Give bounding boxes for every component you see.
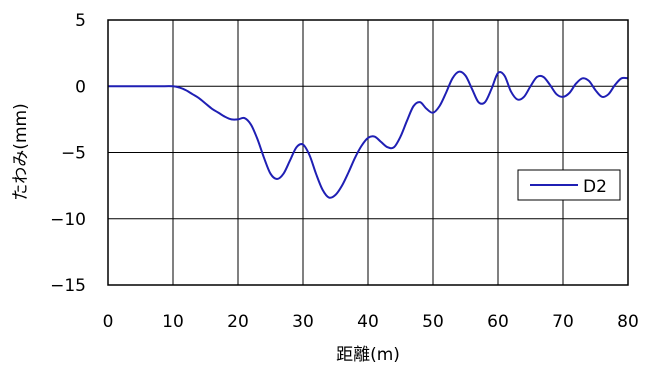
x-tick-label: 20 [227, 312, 249, 332]
y-tick-labels: 5 0 −5 −10 −15 [50, 11, 86, 296]
series-line-d2 [107, 70, 629, 199]
x-tick-labels: 0 10 20 30 40 50 60 70 80 [103, 312, 639, 332]
y-tick-label: 0 [75, 77, 86, 97]
y-tick-label: −10 [50, 210, 86, 230]
y-tick-label: −15 [50, 276, 86, 296]
series-layer [107, 70, 629, 199]
x-tick-label: 0 [103, 312, 114, 332]
y-tick-label: −5 [61, 144, 86, 164]
x-tick-label: 40 [357, 312, 379, 332]
y-axis-label: たわみ(mm) [11, 103, 31, 200]
x-tick-label: 60 [487, 312, 509, 332]
x-tick-label: 80 [617, 312, 639, 332]
x-tick-label: 10 [162, 312, 184, 332]
y-tick-label: 5 [75, 11, 86, 31]
x-tick-label: 30 [292, 312, 314, 332]
x-axis-label: 距離(m) [336, 345, 400, 365]
plot-frame [107, 19, 629, 286]
legend: D2 [517, 169, 621, 201]
legend-label-d2: D2 [583, 177, 607, 197]
x-tick-label: 50 [422, 312, 444, 332]
x-tick-label: 70 [552, 312, 574, 332]
